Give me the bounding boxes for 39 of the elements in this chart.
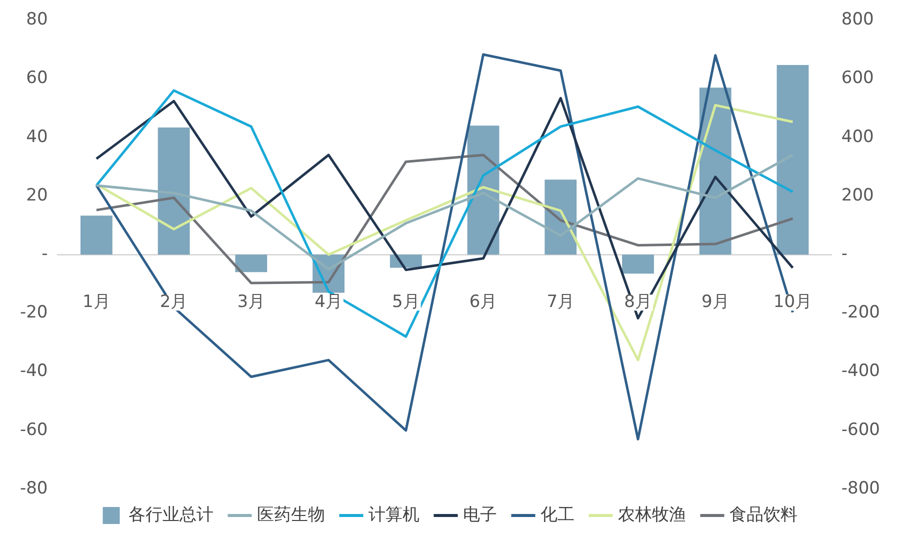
y-tick-label: -40 (20, 361, 48, 382)
y-tick-label: - (42, 244, 48, 264)
bar (235, 254, 268, 272)
x-tick-label: 6月 (469, 292, 498, 312)
y-tick-label: 80 (26, 10, 48, 30)
bar (776, 65, 809, 255)
y2-tick-label: 200 (841, 185, 874, 206)
legend-label: 化工 (540, 504, 574, 525)
x-tick-label: 8月 (624, 292, 652, 312)
y-tick-label: 60 (26, 68, 48, 88)
legend-label: 食品饮料 (729, 504, 798, 525)
y-tick-label: 40 (26, 126, 48, 147)
x-tick-label: 10月 (773, 292, 812, 312)
x-tick-label: 3月 (237, 292, 266, 312)
y-tick-label: -60 (20, 420, 48, 440)
y2-tick-label: -600 (841, 420, 880, 440)
bar (622, 254, 654, 274)
legend-label: 各行业总计 (128, 504, 214, 525)
y2-tick-label: 600 (841, 68, 874, 88)
x-tick-label: 5月 (392, 292, 420, 312)
x-tick-label: 7月 (546, 292, 575, 312)
legend-label: 医药生物 (256, 504, 325, 525)
x-tick-label: 4月 (314, 292, 342, 312)
y2-tick-label: -400 (841, 361, 880, 382)
y2-tick-label: - (841, 244, 848, 264)
y2-tick-label: -800 (841, 478, 880, 498)
legend-label: 电子 (462, 504, 497, 525)
y-tick-label: 20 (26, 185, 48, 206)
legend-label: 计算机 (368, 504, 420, 525)
x-tick-label: 9月 (701, 292, 730, 312)
y2-tick-label: 400 (841, 126, 874, 147)
y2-tick-label: 800 (841, 10, 874, 30)
bar (80, 216, 112, 255)
legend-label: 农林牧渔 (618, 504, 686, 525)
y2-tick-label: -200 (841, 302, 880, 323)
y-tick-label: -80 (20, 478, 48, 498)
y-tick-label: -20 (20, 302, 48, 323)
x-tick-label: 1月 (82, 292, 110, 312)
bar (158, 127, 190, 255)
